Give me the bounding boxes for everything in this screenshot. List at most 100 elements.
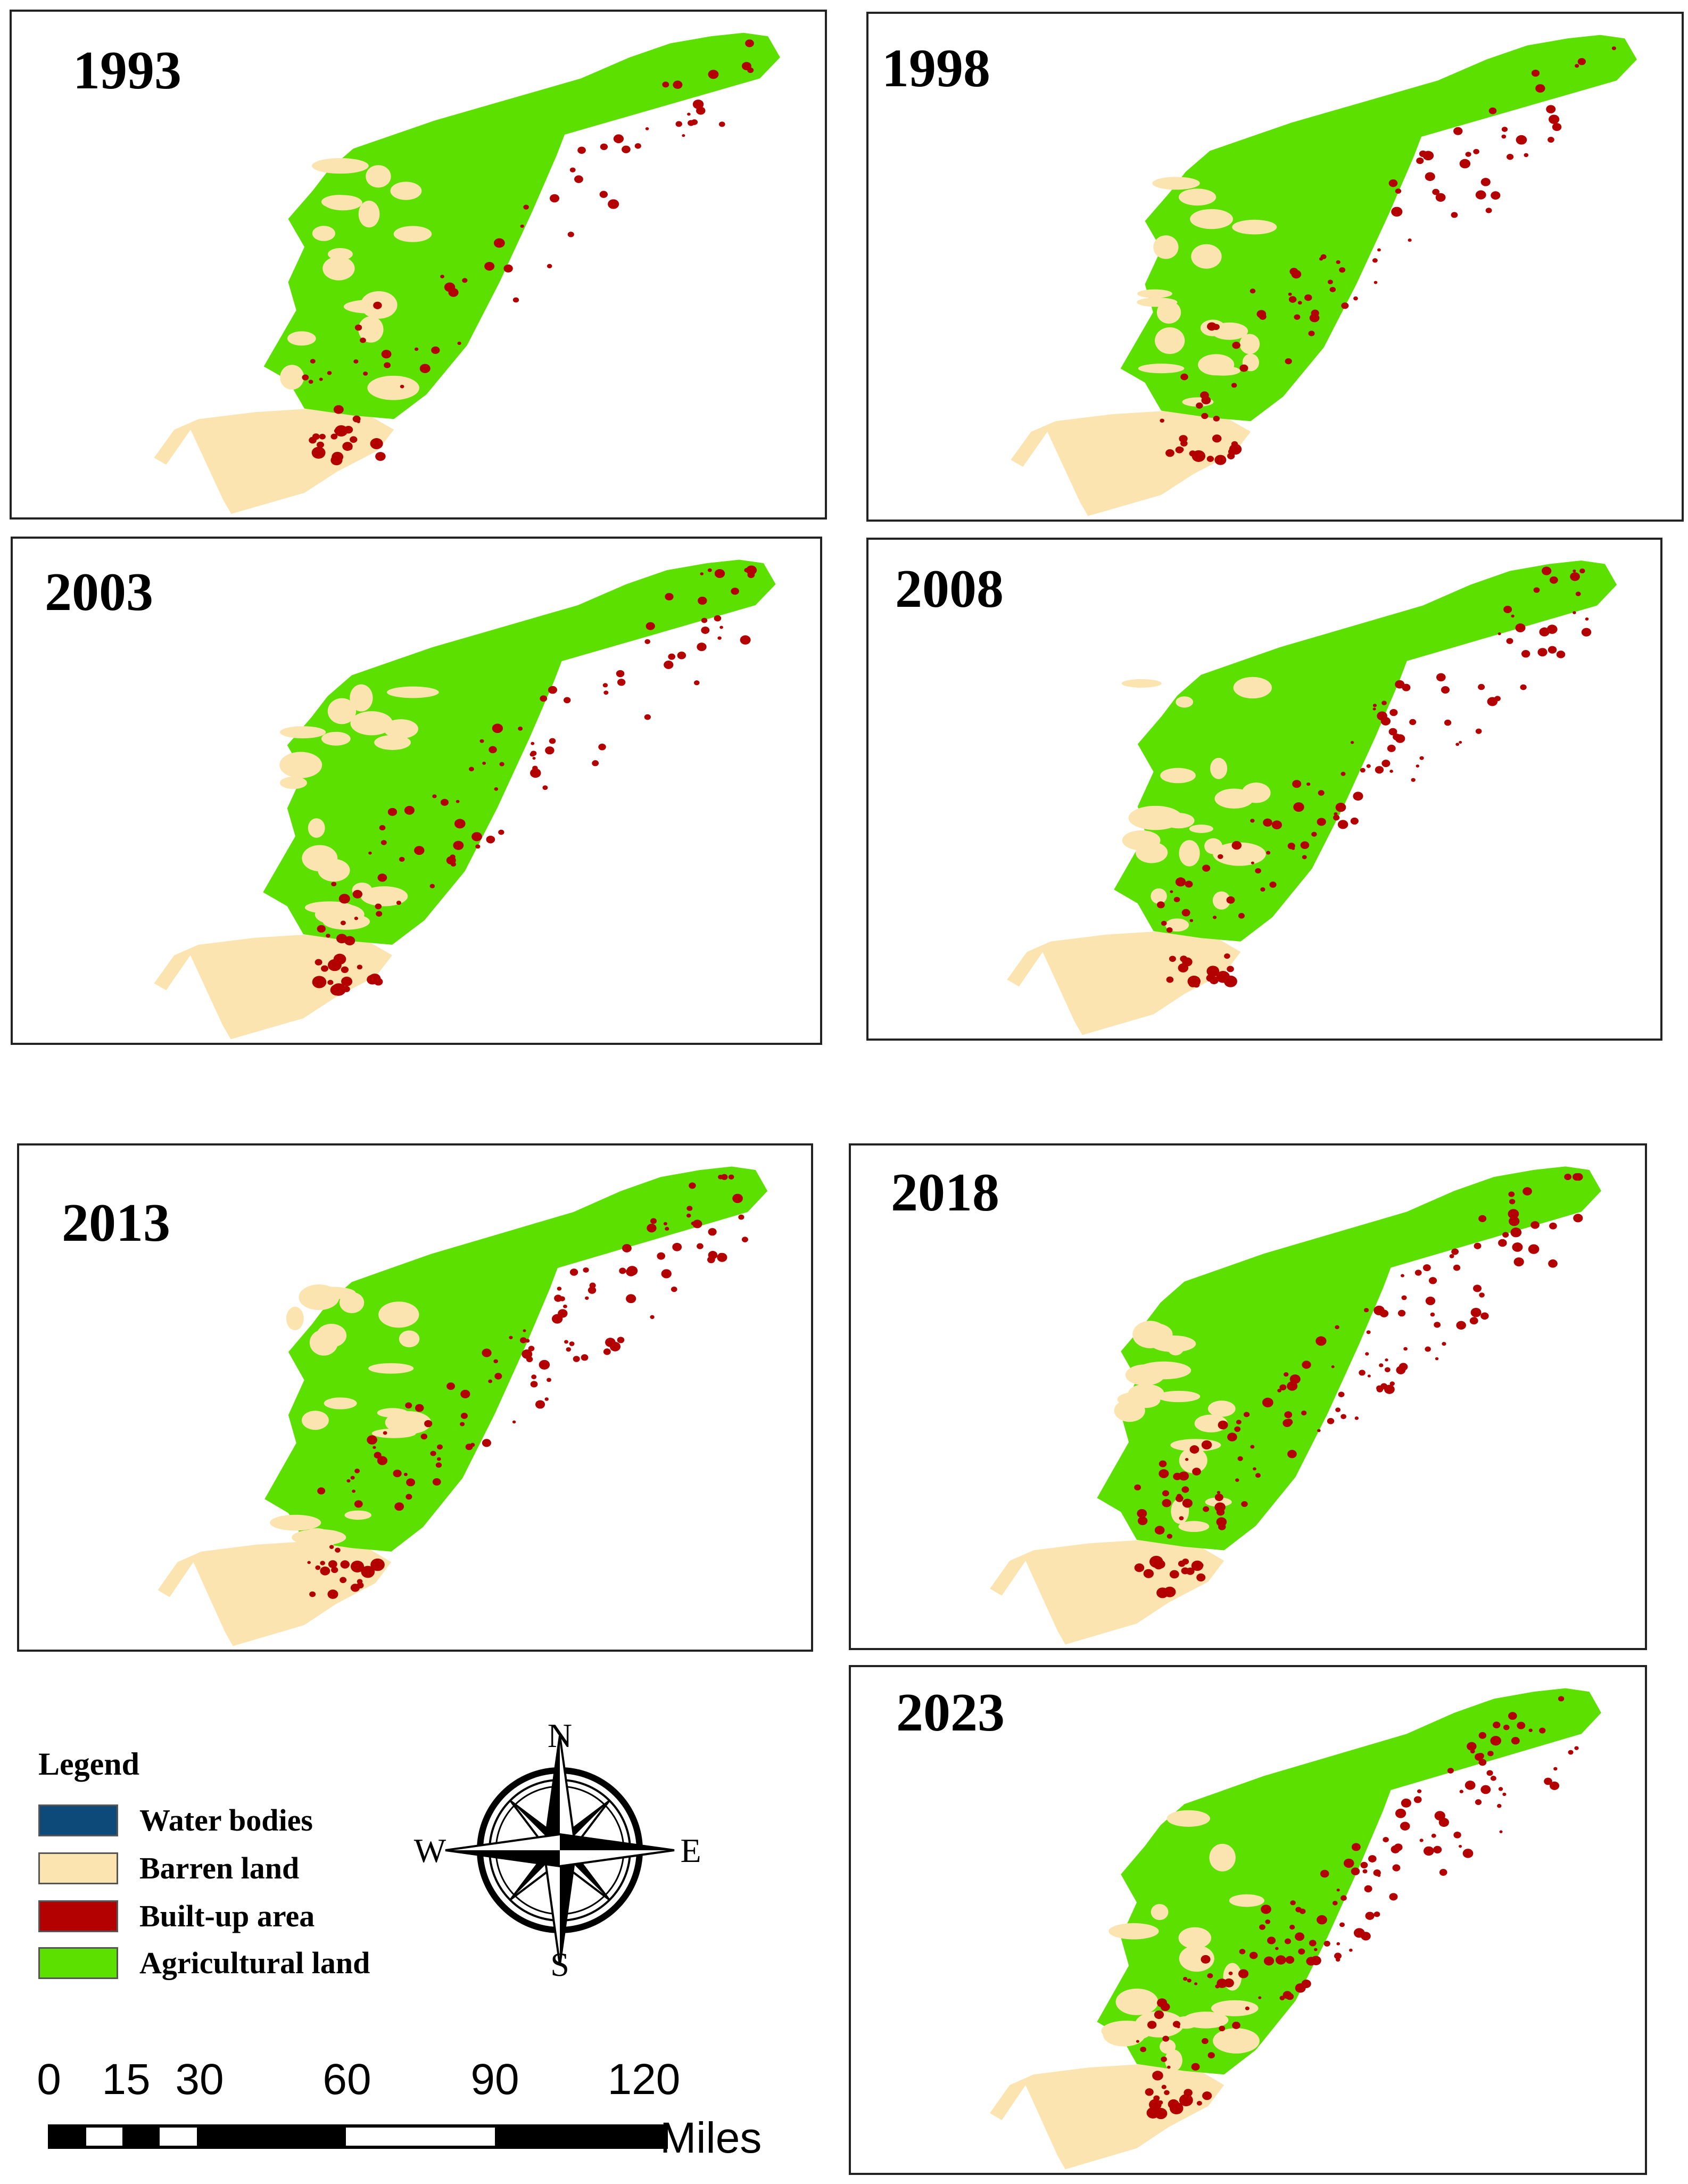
barren-land-patch — [1179, 1447, 1207, 1473]
built-up-speck — [377, 873, 387, 882]
built-up-speck — [367, 1435, 377, 1445]
barren-land-patch — [324, 1397, 357, 1410]
built-up-speck — [1227, 1432, 1237, 1441]
built-up-speck — [1502, 1792, 1507, 1796]
barren-land-patch — [1125, 1364, 1165, 1386]
built-up-speck — [1323, 1941, 1330, 1947]
built-up-speck — [1455, 743, 1460, 746]
built-up-speck — [1224, 953, 1230, 959]
built-up-speck — [1548, 1259, 1558, 1268]
built-up-speck — [1332, 1900, 1338, 1906]
barren-land-patch — [308, 818, 325, 838]
built-up-speck — [608, 199, 619, 209]
built-up-speck — [1424, 1846, 1434, 1856]
barren-land-patch — [366, 165, 391, 188]
built-up-speck — [484, 261, 495, 271]
built-up-speck — [1314, 1948, 1318, 1951]
built-up-speck — [530, 751, 537, 756]
built-up-speck — [1252, 1467, 1256, 1471]
built-up-speck — [1187, 1979, 1191, 1983]
built-up-speck — [1335, 803, 1346, 812]
built-up-speck — [1289, 1924, 1295, 1930]
built-up-speck — [1470, 1307, 1482, 1317]
built-up-speck — [375, 452, 386, 461]
built-up-speck — [1400, 1274, 1404, 1278]
scale-tick-label: 30 — [175, 2055, 224, 2104]
built-up-speck — [530, 768, 541, 778]
barren-land-patch — [302, 845, 338, 871]
built-up-speck — [373, 1446, 376, 1449]
built-up-speck — [475, 844, 481, 849]
built-up-speck — [1494, 696, 1501, 702]
built-up-speck — [1467, 1742, 1477, 1751]
built-up-speck — [1279, 1384, 1287, 1391]
built-up-speck — [1486, 1770, 1493, 1776]
built-up-speck — [692, 100, 704, 109]
barren-land-patch — [1210, 757, 1228, 779]
built-up-speck — [1226, 896, 1235, 904]
built-up-speck — [1334, 812, 1338, 816]
map-panel-1993: 1993 — [10, 10, 827, 520]
barren-land-area — [1007, 931, 1241, 1035]
built-up-speck — [471, 832, 482, 842]
built-up-speck — [523, 204, 529, 210]
built-up-speck — [1219, 2025, 1226, 2032]
built-up-speck — [661, 1269, 672, 1279]
built-up-speck — [1359, 1370, 1366, 1376]
barren-land-patch — [1233, 677, 1272, 699]
built-up-speck — [1513, 1257, 1524, 1267]
built-up-speck — [1379, 1363, 1384, 1367]
built-up-speck — [701, 617, 708, 623]
built-up-speck — [1302, 855, 1307, 860]
built-up-speck — [1237, 1456, 1243, 1461]
built-up-speck — [1194, 1982, 1198, 1985]
built-up-speck — [547, 1378, 551, 1382]
barren-land-patch — [1137, 289, 1172, 298]
built-up-speck — [1416, 157, 1424, 164]
barren-land-patch — [304, 901, 354, 914]
built-up-speck — [492, 723, 503, 734]
built-up-speck — [399, 856, 405, 862]
built-up-speck — [708, 1228, 717, 1236]
built-up-speck — [1265, 1919, 1271, 1924]
built-up-speck — [697, 1243, 704, 1249]
built-up-speck — [622, 1244, 632, 1252]
built-up-speck — [1306, 782, 1311, 786]
built-up-speck — [1389, 1893, 1398, 1901]
barren-land-patch — [350, 684, 373, 712]
built-up-speck — [1397, 1309, 1406, 1317]
built-up-speck — [1136, 2040, 1139, 2043]
built-up-speck — [1425, 1296, 1436, 1306]
built-up-speck — [1335, 1325, 1339, 1330]
built-up-speck — [1442, 1341, 1446, 1346]
built-up-speck — [1317, 1915, 1327, 1925]
built-up-speck — [1469, 1317, 1478, 1325]
built-up-speck — [1175, 1495, 1184, 1502]
built-up-speck — [1497, 1803, 1502, 1808]
built-up-speck — [1396, 1366, 1406, 1374]
built-up-speck — [446, 1382, 456, 1390]
built-up-speck — [1178, 1471, 1189, 1481]
built-up-speck — [330, 455, 343, 466]
built-up-speck — [1309, 314, 1320, 323]
barren-land-area — [990, 2064, 1224, 2170]
built-up-speck — [1282, 1991, 1292, 1999]
built-up-speck — [354, 324, 362, 331]
agricultural-land-area — [1097, 1166, 1601, 1551]
built-up-speck — [1162, 2035, 1170, 2042]
barren-land-patch — [279, 752, 322, 778]
built-up-speck — [613, 134, 624, 143]
barren-land-patch — [309, 1329, 338, 1356]
built-up-speck — [1331, 1365, 1335, 1369]
built-up-speck — [646, 622, 655, 630]
map-panel-2018: 2018 — [849, 1143, 1647, 1650]
built-up-speck — [346, 1479, 351, 1483]
built-up-speck — [574, 175, 583, 183]
barren-land-patch — [1174, 2016, 1198, 2029]
built-up-speck — [1218, 854, 1223, 859]
built-up-speck — [1353, 1928, 1365, 1938]
built-up-speck — [468, 767, 474, 772]
built-up-speck — [1478, 1732, 1487, 1739]
built-up-speck — [1585, 617, 1589, 621]
built-up-speck — [554, 1295, 562, 1302]
